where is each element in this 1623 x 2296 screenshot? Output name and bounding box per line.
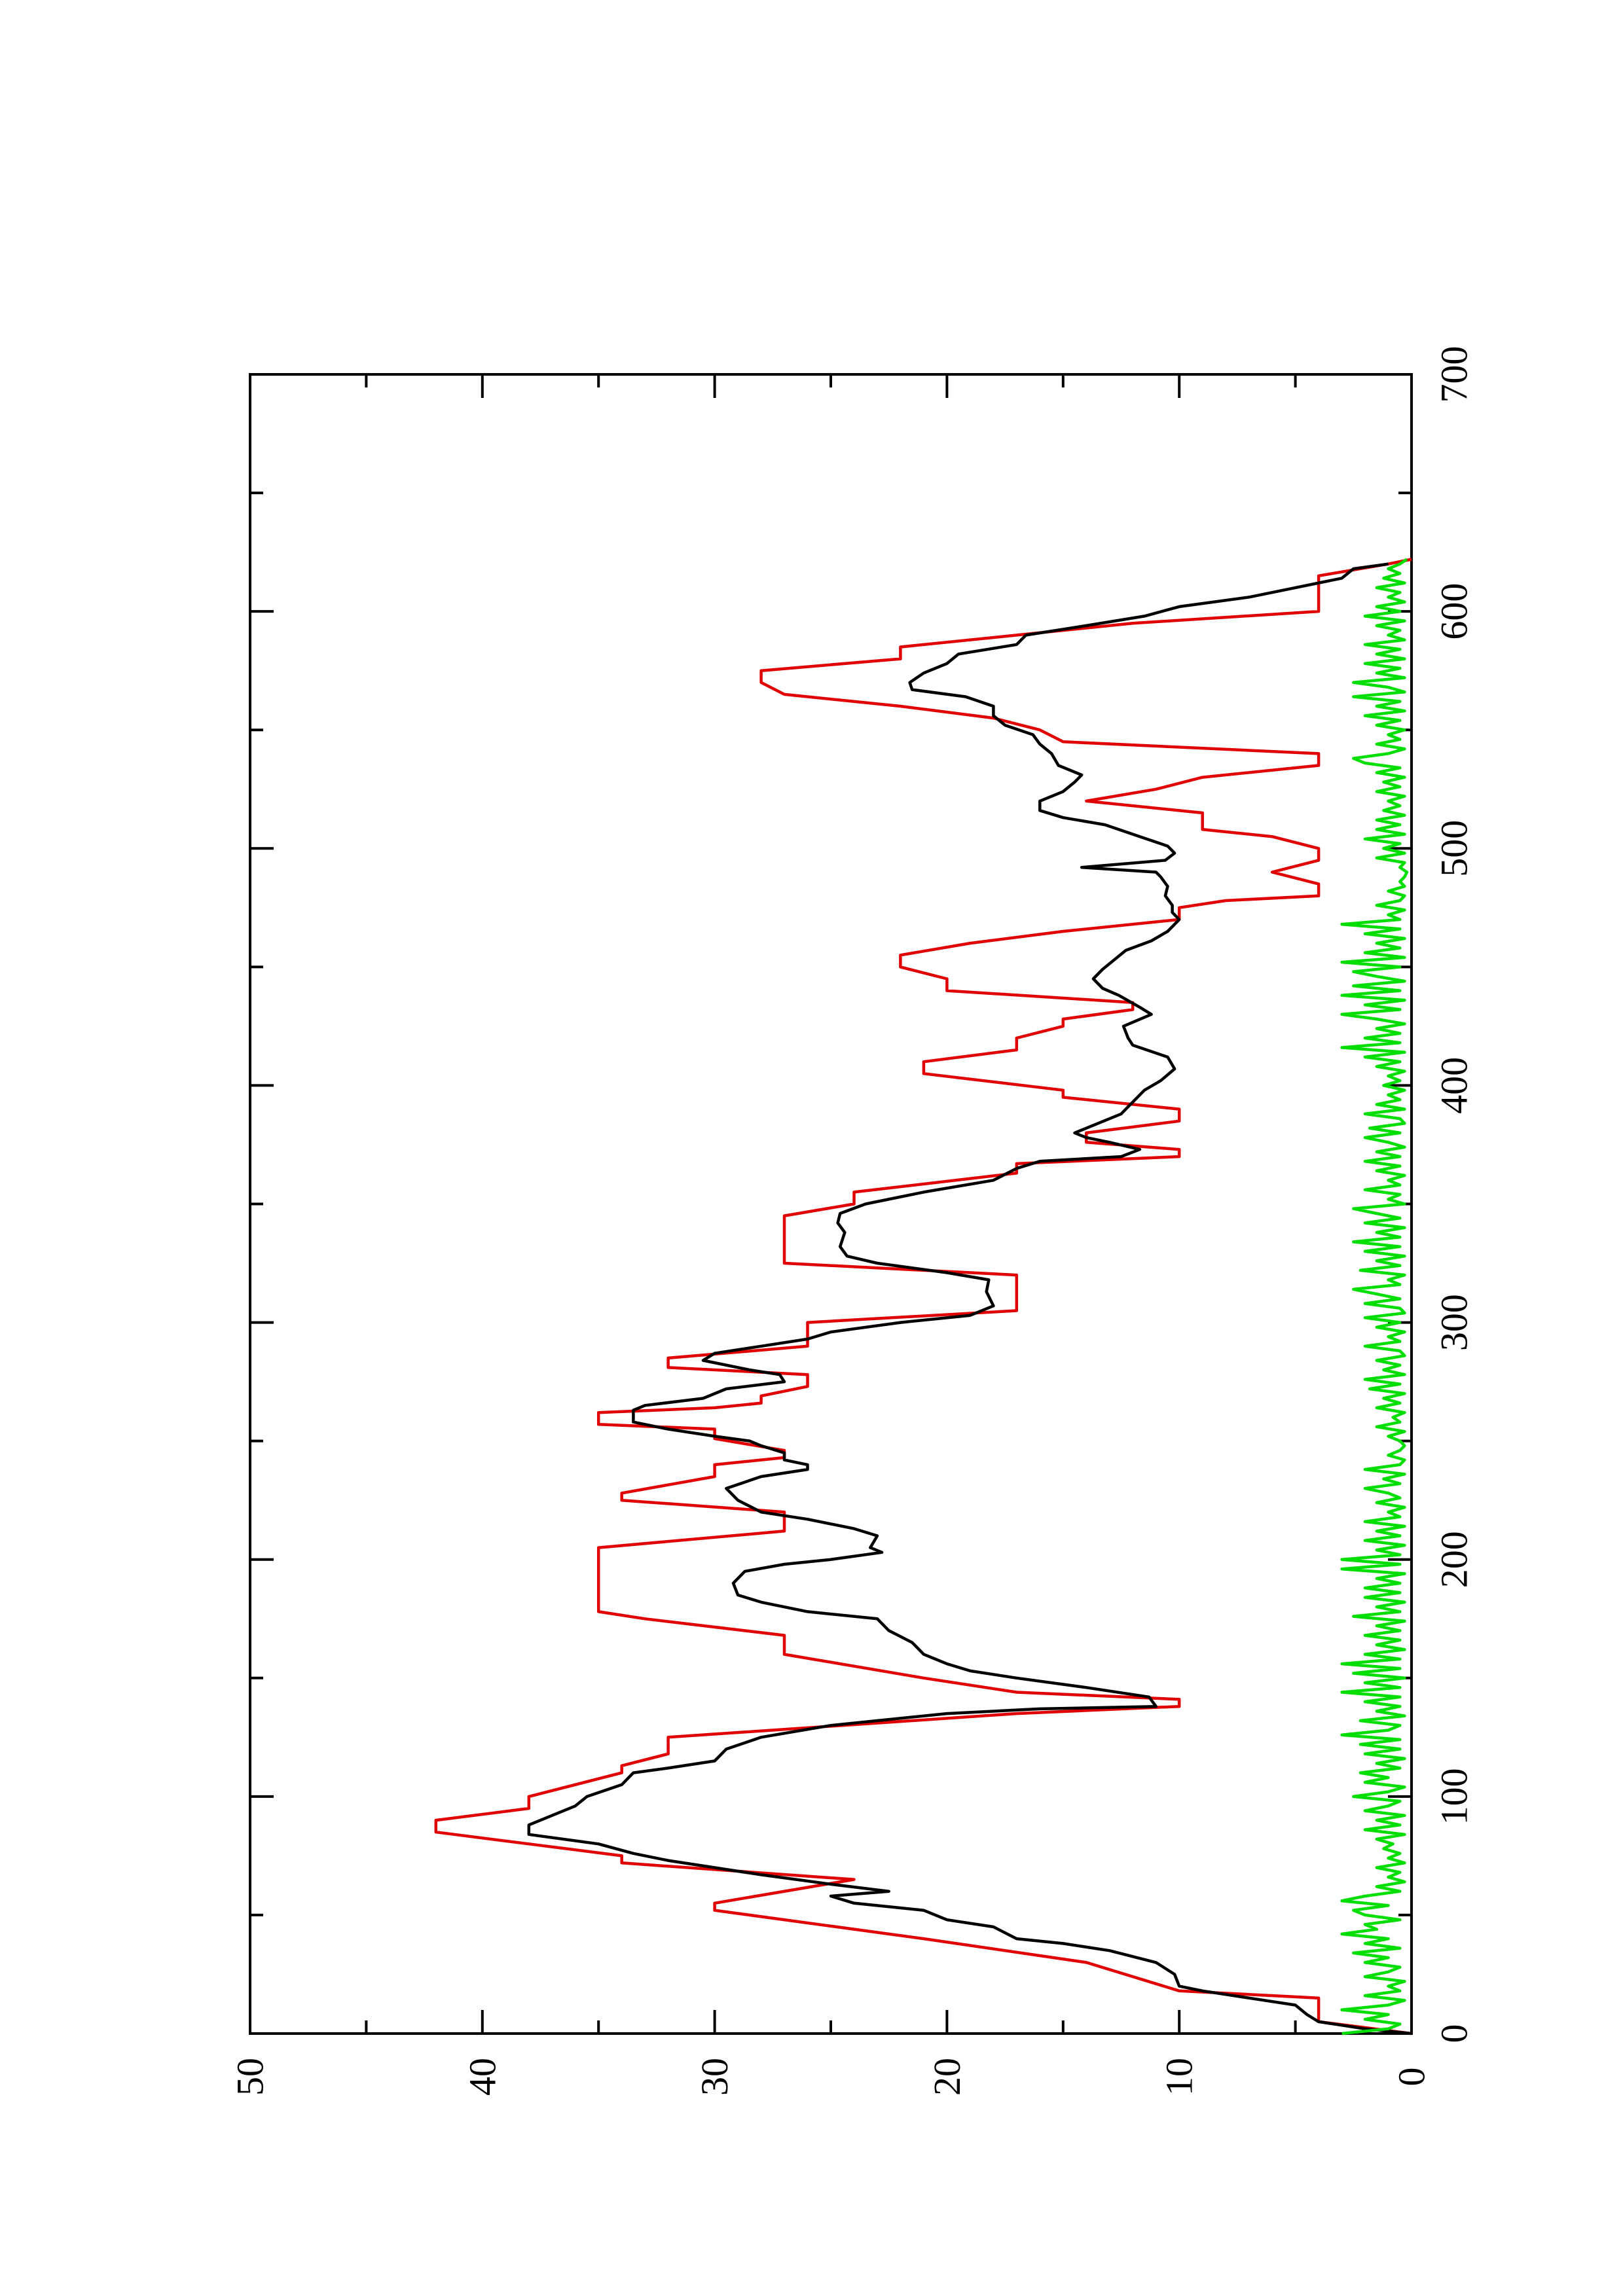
series-line-1 xyxy=(434,558,1412,2036)
x-tick-label: 100 xyxy=(1433,1768,1476,1825)
series-line-3 xyxy=(1340,558,1409,2036)
tick-marks xyxy=(249,373,1413,2035)
y-tick-label: 0 xyxy=(1391,2068,1433,2087)
x-tick-label: 300 xyxy=(1433,1294,1476,1351)
x-tick-label: 0 xyxy=(1433,2024,1476,2043)
x-tick-label: 600 xyxy=(1433,583,1476,640)
x-tick-label: 400 xyxy=(1433,1057,1476,1114)
chart-frame xyxy=(249,373,1413,2035)
tick-labels: 0 100 200 300 400 500 600 700 0 10 20 30 40 50 xyxy=(229,346,1476,2096)
y-tick-label: 10 xyxy=(1158,2058,1201,2096)
y-tick-label: 20 xyxy=(926,2058,968,2096)
x-tick-label: 700 xyxy=(1433,346,1476,403)
x-tick-label: 500 xyxy=(1433,820,1476,877)
y-tick-label: 30 xyxy=(693,2058,736,2096)
series-lines xyxy=(434,558,1412,2036)
y-tick-label: 40 xyxy=(461,2058,503,2096)
x-tick-label: 200 xyxy=(1433,1531,1476,1588)
series-line-2 xyxy=(527,562,1412,2036)
y-tick-label: 50 xyxy=(229,2058,272,2096)
